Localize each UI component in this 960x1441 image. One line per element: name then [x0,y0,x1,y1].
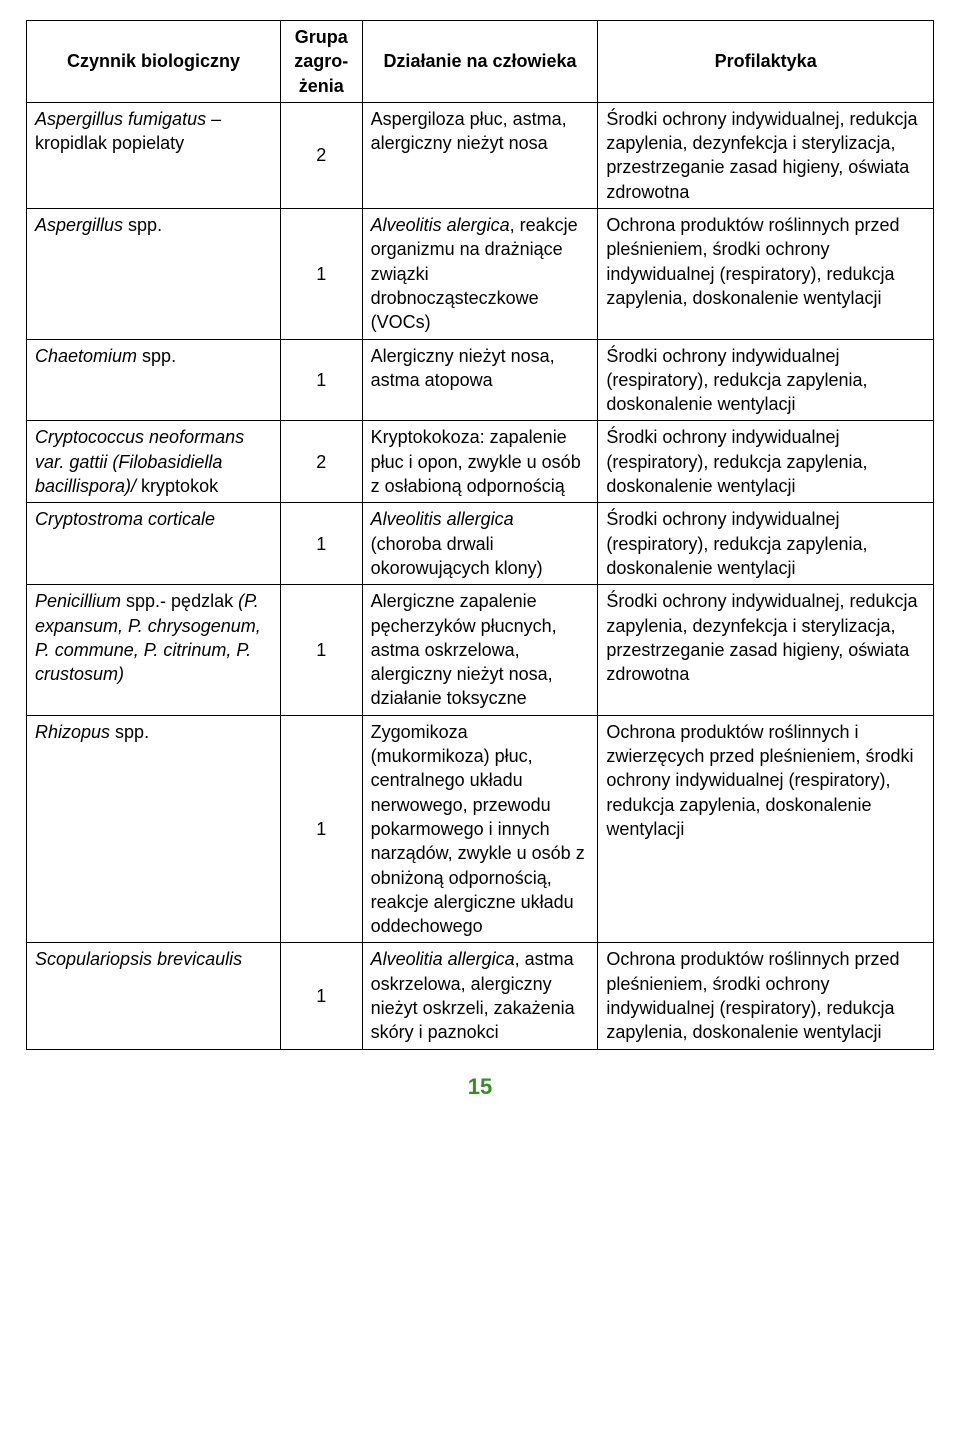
cell-effect: Kryptokokoza: zapalenie płuc i opon, zwy… [362,421,598,503]
document-page: Czynnik biologiczny Grupa zagro-żenia Dz… [0,0,960,1110]
table-head: Czynnik biologiczny Grupa zagro-żenia Dz… [27,21,934,103]
cell-agent: Cryptostroma corticale [27,503,281,585]
cell-prophylaxis: Środki ochrony indywidualnej, redukcja z… [598,102,934,208]
cell-effect: Alveolitis allergica (choroba drwali oko… [362,503,598,585]
cell-effect: Aspergiloza płuc, astma, alergiczny nież… [362,102,598,208]
table-row: Rhizopus spp.1Zygomikoza (mukormikoza) p… [27,715,934,943]
header-prophylaxis: Profilaktyka [598,21,934,103]
page-number: 15 [26,1074,934,1100]
table-row: Cryptococcus neoformans var. gattii (Fil… [27,421,934,503]
cell-prophylaxis: Środki ochrony indywidualnej, redukcja z… [598,585,934,715]
cell-group: 2 [280,102,362,208]
cell-group: 1 [280,503,362,585]
cell-group: 1 [280,209,362,339]
header-effect: Działanie na człowieka [362,21,598,103]
cell-effect: Zygomikoza (mukormikoza) płuc, centralne… [362,715,598,943]
table-row: Scopulariopsis brevicaulis1Alveolitia al… [27,943,934,1049]
table-row: Cryptostroma corticale1Alveolitis allerg… [27,503,934,585]
cell-group: 1 [280,585,362,715]
cell-effect: Alergiczne zapalenie pęcherzyków płucnyc… [362,585,598,715]
cell-agent: Aspergillus spp. [27,209,281,339]
cell-agent: Scopulariopsis brevicaulis [27,943,281,1049]
cell-effect: Alergiczny nieżyt nosa, astma atopowa [362,339,598,421]
table-row: Chaetomium spp.1Alergiczny nieżyt nosa, … [27,339,934,421]
cell-agent: Cryptococcus neoformans var. gattii (Fil… [27,421,281,503]
cell-agent: Aspergillus fumigatus – kropidlak popiel… [27,102,281,208]
cell-group: 1 [280,339,362,421]
cell-prophylaxis: Ochrona produktów roślinnych i zwierzęcy… [598,715,934,943]
cell-effect: Alveolitis alergica, reakcje organizmu n… [362,209,598,339]
cell-agent: Penicillium spp.- pędzlak (P. expansum, … [27,585,281,715]
table-row: Penicillium spp.- pędzlak (P. expansum, … [27,585,934,715]
header-agent: Czynnik biologiczny [27,21,281,103]
header-group: Grupa zagro-żenia [280,21,362,103]
cell-group: 2 [280,421,362,503]
cell-agent: Chaetomium spp. [27,339,281,421]
cell-prophylaxis: Środki ochrony indywidualnej (respirator… [598,421,934,503]
table-row: Aspergillus fumigatus – kropidlak popiel… [27,102,934,208]
cell-effect: Alveolitia allergica, astma oskrzelowa, … [362,943,598,1049]
table-body: Aspergillus fumigatus – kropidlak popiel… [27,102,934,1049]
biological-agents-table: Czynnik biologiczny Grupa zagro-żenia Dz… [26,20,934,1050]
cell-prophylaxis: Środki ochrony indywidualnej (respirator… [598,339,934,421]
cell-prophylaxis: Ochrona produktów roślinnych przed pleśn… [598,943,934,1049]
cell-group: 1 [280,715,362,943]
cell-prophylaxis: Środki ochrony indywidualnej (respirator… [598,503,934,585]
table-row: Aspergillus spp.1Alveolitis alergica, re… [27,209,934,339]
cell-prophylaxis: Ochrona produktów roślinnych przed pleśn… [598,209,934,339]
cell-group: 1 [280,943,362,1049]
cell-agent: Rhizopus spp. [27,715,281,943]
